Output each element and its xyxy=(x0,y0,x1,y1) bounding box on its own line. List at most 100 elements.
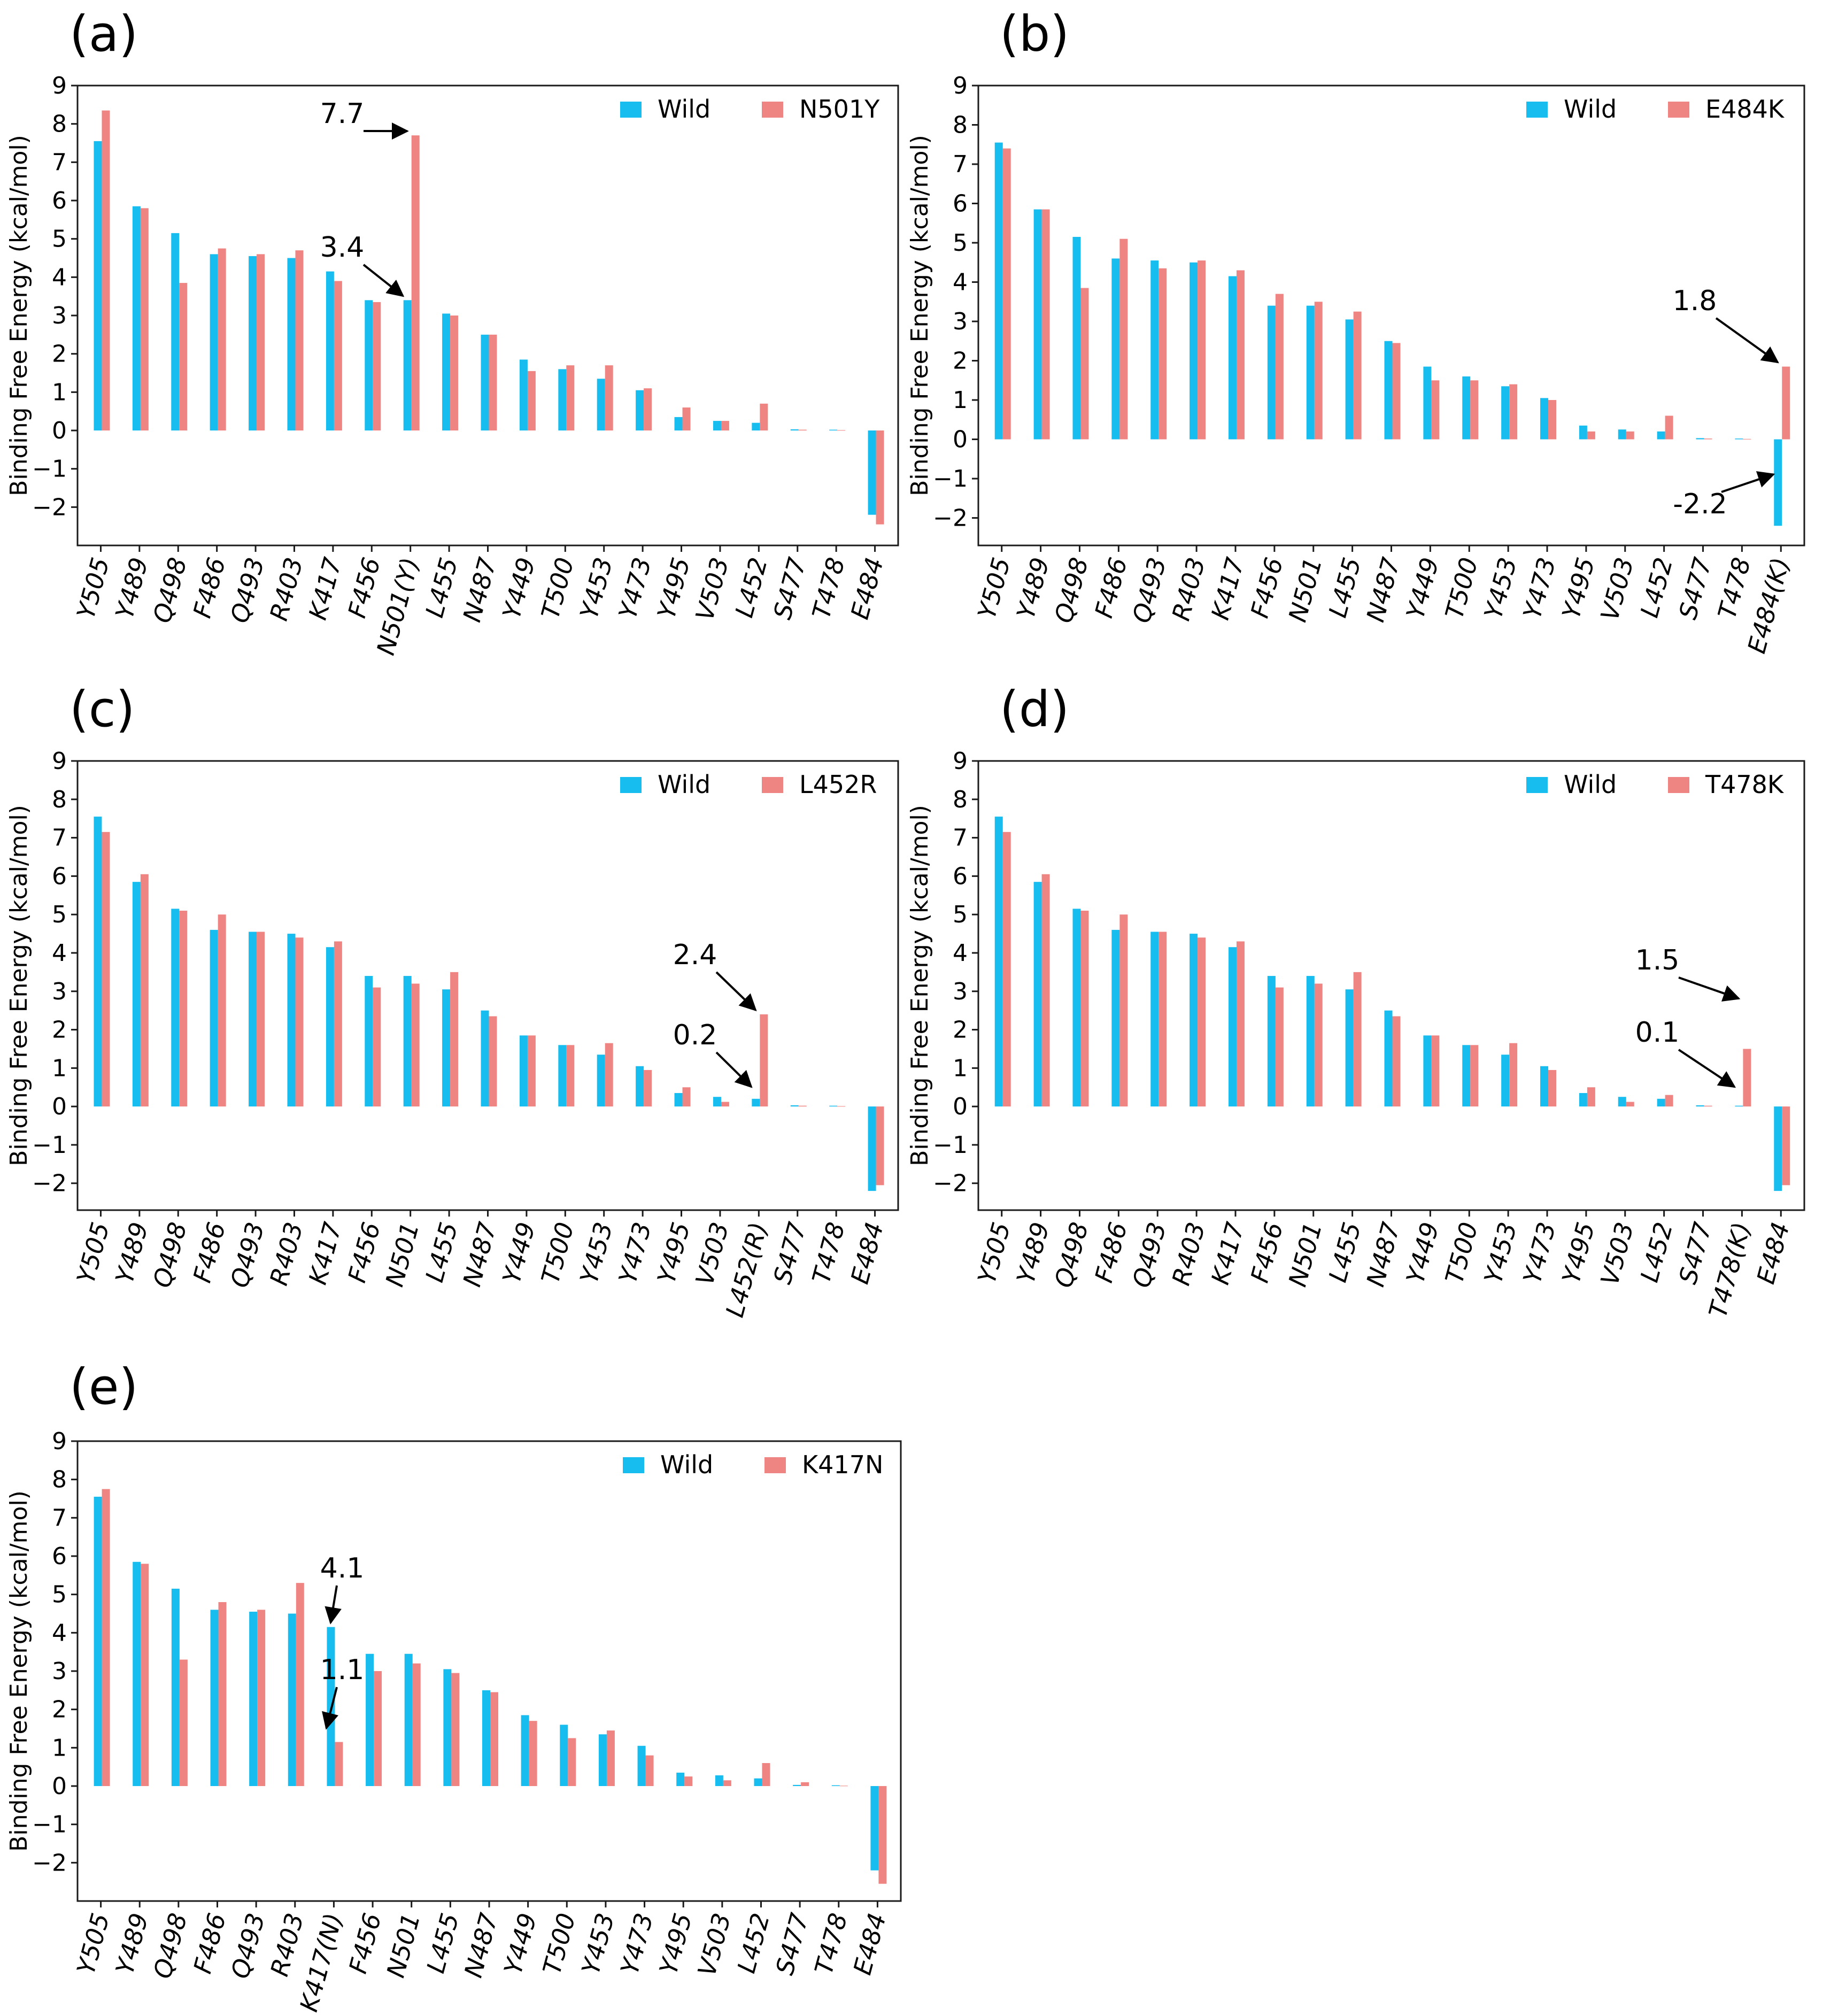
wild-bar-L452 xyxy=(752,423,760,430)
category-label: Y489 xyxy=(110,1219,153,1287)
mutant-bar-Y495 xyxy=(683,1087,691,1106)
wild-bar-E484 xyxy=(868,430,876,515)
wild-bar-Q493 xyxy=(249,932,257,1106)
category-label: Y473 xyxy=(615,1910,659,1977)
wild-bar-Y449 xyxy=(1423,1035,1431,1106)
wild-bar-V503 xyxy=(713,1097,721,1106)
wild-bar-V503 xyxy=(713,421,721,430)
mutant-bar-Y489 xyxy=(141,208,149,430)
mutant-bar-Y495 xyxy=(684,1776,692,1786)
category-label: L455 xyxy=(1323,555,1367,621)
category-label: R403 xyxy=(264,555,308,624)
mutant-bar-Q498 xyxy=(1080,288,1088,440)
wild-bar-S477 xyxy=(1696,438,1704,439)
mutant-bar-Y473 xyxy=(644,1070,652,1106)
mutant-bar-Y453 xyxy=(1509,384,1517,440)
category-label: L455 xyxy=(421,1910,465,1976)
mutant-bar-R403 xyxy=(295,937,303,1106)
wild-bar-Y453 xyxy=(599,1734,607,1786)
wild-bar-K417 xyxy=(1229,947,1237,1106)
annotation-arrow xyxy=(1721,474,1773,492)
category-label: Y495 xyxy=(652,1219,696,1287)
category-label: S477 xyxy=(1673,1219,1717,1287)
category-label: N487 xyxy=(1361,1219,1405,1290)
wild-bar-N487 xyxy=(481,1011,489,1106)
y-tick-label: 7 xyxy=(52,149,67,176)
category-label: Y489 xyxy=(110,1910,154,1977)
wild-bar-Y505 xyxy=(995,817,1003,1106)
category-label: V503 xyxy=(690,1219,735,1288)
legend-label-mutant: N501Y xyxy=(799,95,880,124)
mutant-bar-Y495 xyxy=(1587,1087,1595,1106)
wild-bar-F456 xyxy=(365,976,373,1106)
wild-bar-Y453 xyxy=(597,379,605,430)
plot-frame xyxy=(78,86,898,545)
wild-bar-Y489 xyxy=(1034,882,1042,1106)
y-tick-label: 8 xyxy=(953,112,968,139)
category-label: Q493 xyxy=(225,555,269,626)
category-label: Q493 xyxy=(1127,1219,1172,1291)
wild-bar-Q493 xyxy=(1150,932,1158,1106)
mutant-bar-Q493 xyxy=(257,254,265,430)
mutant-bar-N487 xyxy=(489,1016,497,1106)
annotation-label: 1.1 xyxy=(320,1654,365,1686)
mutant-bar-Y489 xyxy=(141,1564,149,1786)
mutant-bar-Q493 xyxy=(257,1610,265,1786)
mutant-bar-Q498 xyxy=(179,283,187,430)
mutant-bar-Y449 xyxy=(529,1721,537,1786)
category-label: S477 xyxy=(1673,555,1717,622)
y-tick-label: 0 xyxy=(953,1093,968,1120)
wild-bar-T500 xyxy=(558,1045,566,1106)
category-label: L452 xyxy=(729,555,773,621)
category-label: Q498 xyxy=(148,555,192,626)
mutant-bar-T500 xyxy=(566,1045,574,1106)
mutant-bar-F456 xyxy=(373,302,381,430)
annotation-arrow xyxy=(364,265,403,296)
category-label: F486 xyxy=(188,1219,231,1286)
wild-bar-N487 xyxy=(1385,341,1393,440)
y-tick-label: 4 xyxy=(52,1619,67,1646)
category-label: Y453 xyxy=(574,555,618,622)
wild-bar-K417 xyxy=(1229,276,1237,439)
annotation-label: -2.2 xyxy=(1673,488,1727,520)
legend-swatch-wild xyxy=(620,102,642,118)
y-tick-label: 2 xyxy=(953,1017,968,1044)
y-tick-label: −2 xyxy=(933,505,968,532)
wild-bar-F456 xyxy=(366,1654,374,1786)
category-label: S477 xyxy=(770,1910,814,1978)
annotation-arrow xyxy=(716,1052,751,1087)
category-label: N487 xyxy=(459,1910,504,1981)
y-tick-label: 6 xyxy=(52,187,67,214)
y-tick-label: −2 xyxy=(933,1170,968,1197)
y-tick-label: 7 xyxy=(953,825,968,852)
mutant-bar-Y495 xyxy=(683,407,691,430)
wild-bar-T500 xyxy=(560,1725,568,1786)
wild-bar-N501 xyxy=(1307,976,1315,1106)
wild-bar-Q498 xyxy=(171,909,179,1106)
legend-swatch-wild xyxy=(620,777,642,793)
mutant-bar-E484 xyxy=(1782,1106,1790,1185)
category-label: Y505 xyxy=(71,1910,115,1977)
y-tick-label: 5 xyxy=(52,1581,67,1609)
wild-bar-N487 xyxy=(1385,1011,1393,1106)
mutant-bar-T500 xyxy=(1470,380,1478,439)
legend-swatch-wild xyxy=(623,1457,644,1473)
mutant-bar-S477 xyxy=(1704,438,1712,439)
mutant-bar-R403 xyxy=(296,1583,304,1786)
mutant-bar-Y489 xyxy=(1042,210,1050,440)
y-tick-label: 9 xyxy=(52,748,67,775)
category-label: E484 xyxy=(1751,1219,1795,1287)
wild-bar-L452 xyxy=(1657,432,1665,440)
y-tick-label: 7 xyxy=(953,151,968,178)
mutant-bar-N501 xyxy=(1315,302,1323,439)
wild-bar-R403 xyxy=(1190,934,1198,1106)
y-tick-label: 4 xyxy=(52,264,67,291)
legend-label-mutant: T478K xyxy=(1705,770,1785,799)
mutant-bar-Y453 xyxy=(1509,1043,1517,1106)
wild-bar-Q493 xyxy=(1150,260,1158,439)
category-label: Y453 xyxy=(576,1910,620,1977)
category-label: Y505 xyxy=(71,555,115,622)
plot-frame xyxy=(978,761,1804,1210)
